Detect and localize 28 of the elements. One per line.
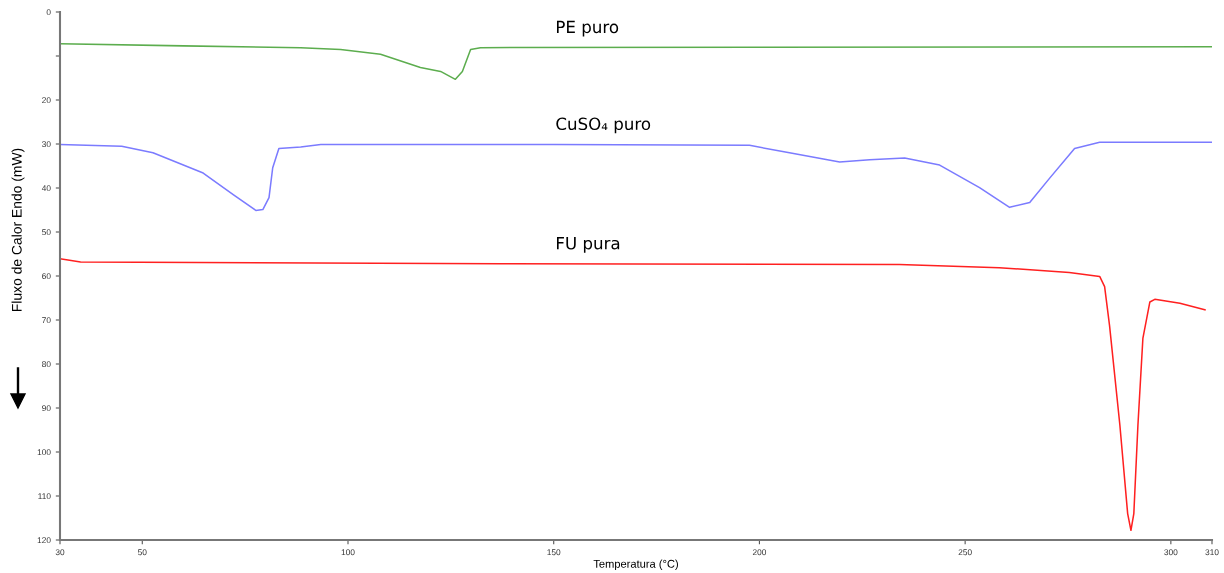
x-tick-label: 30 (55, 549, 65, 556)
line-series (60, 141, 1212, 212)
x-tick-label: 50 (137, 549, 147, 556)
y-tick-label: 50 (42, 229, 51, 236)
y-tick-label: 20 (42, 97, 51, 104)
x-tick-label: 300 (1164, 549, 1178, 556)
x-axis-title: Temperatura (°C) (593, 559, 678, 570)
y-tick-label: 90 (42, 405, 51, 412)
line-series (60, 258, 1206, 532)
y-tick-label: 80 (42, 361, 51, 368)
line-series (60, 42, 1212, 81)
y-tick-label: 100 (37, 449, 51, 456)
y-tick-label: 40 (41, 185, 51, 192)
x-tick-label: 250 (958, 549, 972, 556)
y-tick-label: 0 (46, 9, 51, 16)
y-tick-label: 30 (42, 141, 51, 148)
series-label: PE puro (557, 20, 619, 37)
x-tick-label: 310 (1205, 549, 1219, 556)
y-tick-label: 60 (42, 273, 51, 280)
y-tick-label: 70 (42, 317, 51, 324)
x-tick-label: 200 (752, 549, 767, 556)
x-tick-label: 100 (341, 549, 355, 556)
x-tick-label: 150 (547, 549, 561, 556)
y-axis-title: Fluxo de Calor Endo (mW) (11, 148, 25, 312)
series-label: FU pura (557, 237, 620, 253)
series-label: CuSO₄ puro (556, 117, 651, 134)
y-tick-label: 120 (37, 537, 51, 544)
y-tick-label: 110 (38, 493, 51, 500)
